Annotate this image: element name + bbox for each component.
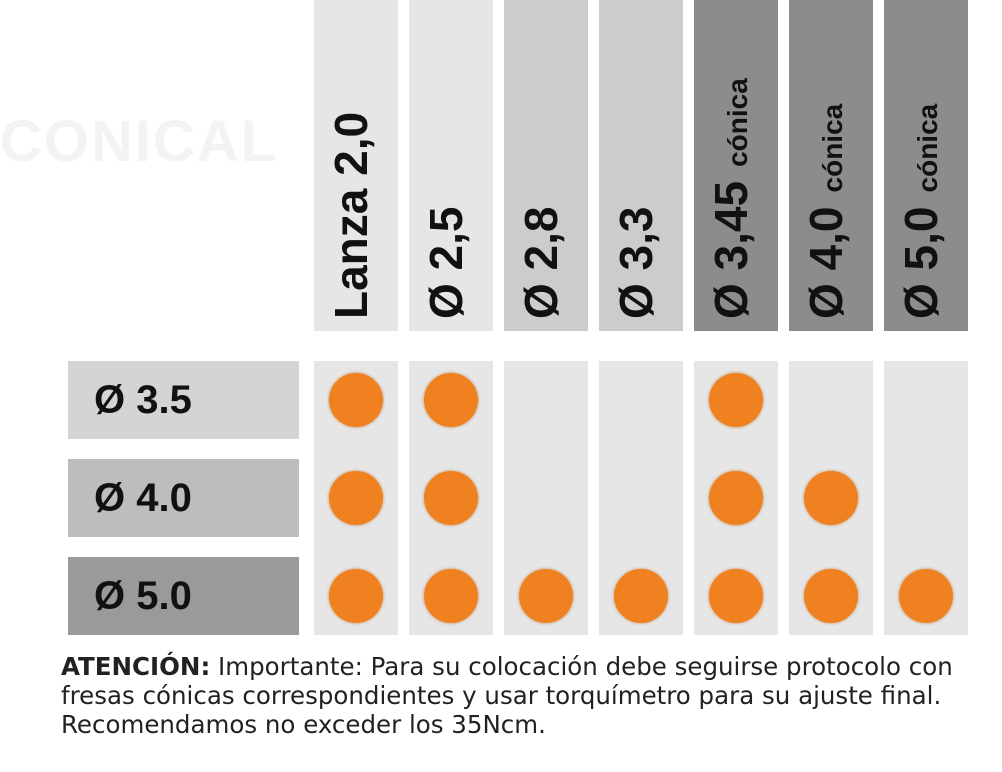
row-label-text: Ø 3.5 <box>94 378 192 422</box>
compatibility-dot <box>329 471 383 525</box>
compatibility-dot <box>424 373 478 427</box>
row-label-5-0: Ø 5.0 <box>68 557 299 635</box>
column-label: Ø 5,0 <box>895 206 947 319</box>
column-label: Ø 2,8 <box>515 206 567 319</box>
compatibility-dot <box>329 569 383 623</box>
attention-text: Importante: Para su colocación debe segu… <box>61 652 953 739</box>
compatibility-dot <box>424 471 478 525</box>
column-header-2-8: Ø 2,8 <box>504 0 588 331</box>
column-label: Ø 3,45 <box>705 180 757 319</box>
row-label-text: Ø 5.0 <box>94 574 192 618</box>
column-label: Lanza 2,0 <box>325 111 377 319</box>
compatibility-dot <box>519 569 573 623</box>
column-header-5-0-conica: Ø 5,0 cónica <box>884 0 968 331</box>
column-header-lanza-2-0: Lanza 2,0 <box>314 0 398 331</box>
compatibility-dot <box>709 471 763 525</box>
column-sublabel: cónica <box>722 78 753 167</box>
compatibility-dot <box>899 569 953 623</box>
row-label-3-5: Ø 3.5 <box>68 361 299 439</box>
attention-note: ATENCIÓN: Importante: Para su colocación… <box>61 652 1001 739</box>
column-label: Ø 2,5 <box>420 206 472 319</box>
row-label-text: Ø 4.0 <box>94 476 192 520</box>
compatibility-dot <box>614 569 668 623</box>
attention-label: ATENCIÓN: <box>61 652 211 681</box>
compatibility-dot <box>329 373 383 427</box>
conical-watermark: CONICAL <box>0 109 279 174</box>
compatibility-dot <box>424 569 478 623</box>
compatibility-dot <box>804 569 858 623</box>
column-header-3-45-conica: Ø 3,45 cónica <box>694 0 778 331</box>
column-sublabel: cónica <box>817 103 848 193</box>
compatibility-dot <box>709 373 763 427</box>
column-label: Ø 4,0 <box>800 206 852 319</box>
compatibility-dot <box>709 569 763 623</box>
column-header-4-0-conica: Ø 4,0 cónica <box>789 0 873 331</box>
column-label: Ø 3,3 <box>610 206 662 319</box>
compatibility-dot <box>804 471 858 525</box>
column-header-2-5: Ø 2,5 <box>409 0 493 331</box>
column-sublabel: cónica <box>912 103 943 193</box>
column-header-3-3: Ø 3,3 <box>599 0 683 331</box>
row-label-4-0: Ø 4.0 <box>68 459 299 537</box>
